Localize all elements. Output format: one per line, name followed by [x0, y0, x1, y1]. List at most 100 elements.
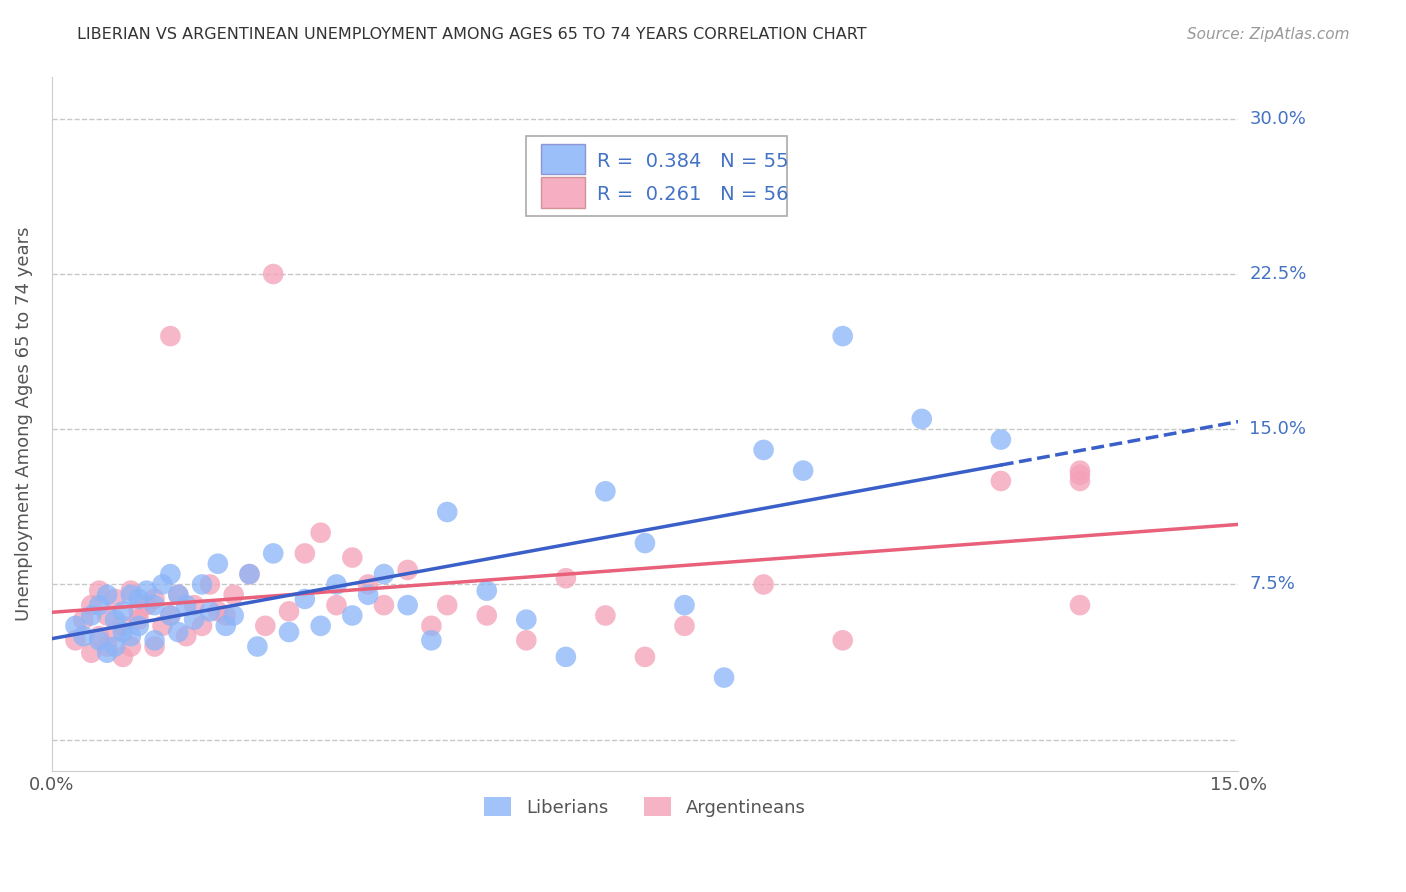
Point	[111, 619, 134, 633]
Point	[128, 619, 150, 633]
Point	[80, 646, 103, 660]
Point	[174, 629, 197, 643]
Point	[89, 629, 111, 643]
Text: 22.5%: 22.5%	[1250, 265, 1306, 283]
Point	[183, 613, 205, 627]
Point	[831, 329, 853, 343]
Point	[111, 604, 134, 618]
Point	[167, 588, 190, 602]
Point	[420, 619, 443, 633]
Point	[80, 598, 103, 612]
Point	[159, 567, 181, 582]
Point	[167, 625, 190, 640]
Point	[278, 625, 301, 640]
Point	[792, 464, 814, 478]
Point	[342, 608, 364, 623]
Text: R =  0.384   N = 55: R = 0.384 N = 55	[598, 152, 789, 171]
Point	[152, 577, 174, 591]
Point	[595, 608, 617, 623]
Point	[128, 613, 150, 627]
Point	[294, 546, 316, 560]
Point	[373, 567, 395, 582]
Point	[254, 619, 277, 633]
Point	[1069, 474, 1091, 488]
Point	[357, 577, 380, 591]
Point	[673, 598, 696, 612]
Point	[309, 619, 332, 633]
FancyBboxPatch shape	[540, 145, 585, 175]
Point	[198, 604, 221, 618]
Point	[135, 583, 157, 598]
Point	[1069, 467, 1091, 482]
Point	[89, 598, 111, 612]
Point	[198, 577, 221, 591]
Point	[515, 633, 537, 648]
Point	[215, 619, 238, 633]
Point	[515, 613, 537, 627]
Point	[104, 613, 127, 627]
Point	[262, 546, 284, 560]
Point	[325, 577, 347, 591]
Point	[420, 633, 443, 648]
Point	[278, 604, 301, 618]
Point	[373, 598, 395, 612]
Point	[174, 598, 197, 612]
Point	[72, 613, 94, 627]
Point	[207, 557, 229, 571]
Text: 7.5%: 7.5%	[1250, 575, 1295, 593]
Point	[96, 646, 118, 660]
Point	[96, 588, 118, 602]
Point	[143, 640, 166, 654]
Point	[713, 671, 735, 685]
Point	[143, 633, 166, 648]
Point	[222, 588, 245, 602]
Point	[104, 625, 127, 640]
Point	[475, 608, 498, 623]
Point	[65, 619, 87, 633]
Point	[325, 598, 347, 612]
Legend: Liberians, Argentineans: Liberians, Argentineans	[477, 790, 813, 824]
Y-axis label: Unemployment Among Ages 65 to 74 years: Unemployment Among Ages 65 to 74 years	[15, 227, 32, 622]
Point	[111, 625, 134, 640]
Point	[120, 629, 142, 643]
FancyBboxPatch shape	[526, 136, 787, 216]
Point	[246, 640, 269, 654]
Point	[191, 577, 214, 591]
Point	[159, 608, 181, 623]
Point	[911, 412, 934, 426]
Point	[215, 608, 238, 623]
Point	[111, 649, 134, 664]
Point	[262, 267, 284, 281]
FancyBboxPatch shape	[540, 178, 585, 208]
Point	[183, 598, 205, 612]
Point	[143, 591, 166, 606]
Point	[167, 588, 190, 602]
Point	[752, 442, 775, 457]
Point	[96, 640, 118, 654]
Point	[191, 619, 214, 633]
Point	[143, 598, 166, 612]
Text: R =  0.261   N = 56: R = 0.261 N = 56	[598, 186, 789, 204]
Point	[634, 536, 657, 550]
Point	[120, 640, 142, 654]
Point	[990, 474, 1012, 488]
Point	[673, 619, 696, 633]
Point	[89, 583, 111, 598]
Text: 15.0%: 15.0%	[1250, 420, 1306, 438]
Point	[128, 604, 150, 618]
Point	[207, 604, 229, 618]
Point	[104, 591, 127, 606]
Point	[396, 563, 419, 577]
Point	[89, 633, 111, 648]
Text: LIBERIAN VS ARGENTINEAN UNEMPLOYMENT AMONG AGES 65 TO 74 YEARS CORRELATION CHART: LIBERIAN VS ARGENTINEAN UNEMPLOYMENT AMO…	[77, 27, 868, 42]
Point	[128, 591, 150, 606]
Point	[342, 550, 364, 565]
Point	[831, 633, 853, 648]
Point	[990, 433, 1012, 447]
Point	[152, 619, 174, 633]
Point	[475, 583, 498, 598]
Point	[80, 608, 103, 623]
Point	[238, 567, 260, 582]
Point	[104, 640, 127, 654]
Point	[135, 598, 157, 612]
